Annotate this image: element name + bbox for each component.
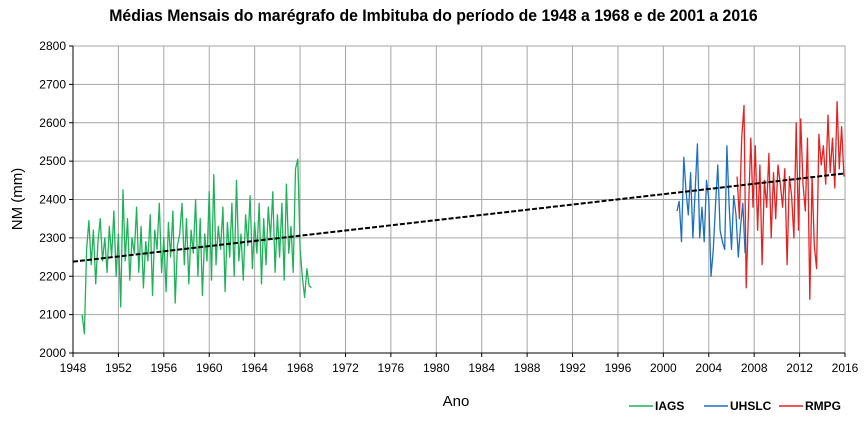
y-tick-label: 2800 xyxy=(39,39,66,53)
x-tick-label: 1968 xyxy=(287,361,314,375)
trend-line xyxy=(72,172,846,263)
y-tick-label: 2100 xyxy=(39,308,66,322)
x-tick-label: 1956 xyxy=(150,361,177,375)
x-tick-label: 1952 xyxy=(105,361,132,375)
x-tick-label: 2004 xyxy=(695,361,722,375)
y-tick-label: 2400 xyxy=(39,193,66,207)
x-tick-label: 2000 xyxy=(650,361,677,375)
x-tick-label: 1976 xyxy=(378,361,405,375)
x-tick-label: 1996 xyxy=(605,361,632,375)
x-tick-label: 1984 xyxy=(468,361,495,375)
x-tick-label: 1964 xyxy=(241,361,268,375)
y-axis-label: NM (mm) xyxy=(9,168,26,230)
x-tick-label: 1948 xyxy=(60,361,87,375)
x-tick-label: 1960 xyxy=(196,361,223,375)
y-tick-label: 2700 xyxy=(39,77,66,91)
y-tick-label: 2000 xyxy=(39,346,66,360)
legend-label-uhslc: UHSLC xyxy=(730,399,772,413)
y-tick-label: 2600 xyxy=(39,116,66,130)
x-tick-label: 1980 xyxy=(423,361,450,375)
x-tick-label: 1988 xyxy=(514,361,541,375)
y-tick-label: 2200 xyxy=(39,269,66,283)
x-tick-label: 2008 xyxy=(741,361,768,375)
axes: 1948 1952 1956 1960 1964 1968 1972 1976 1980 1984… xyxy=(39,39,858,375)
series-lines xyxy=(72,100,846,335)
legend: IAGS UHSLC RMPG xyxy=(629,399,841,413)
x-axis-label: Ano xyxy=(443,393,470,410)
series-line-rmpg xyxy=(736,100,845,300)
series-line-iags xyxy=(81,158,312,335)
x-tick-label: 2012 xyxy=(786,361,813,375)
x-tick-label: 1992 xyxy=(559,361,586,375)
x-tick-label: 2016 xyxy=(832,361,859,375)
legend-label-rmpg: RMPG xyxy=(805,399,841,413)
series-line-uhslc xyxy=(676,143,746,277)
x-tick-label: 1972 xyxy=(332,361,359,375)
y-tick-label: 2300 xyxy=(39,231,66,245)
y-tick-label: 2500 xyxy=(39,154,66,168)
chart-title: Médias Mensais do marégrafo de Imbituba … xyxy=(109,6,758,25)
legend-label-iags: IAGS xyxy=(655,399,684,413)
